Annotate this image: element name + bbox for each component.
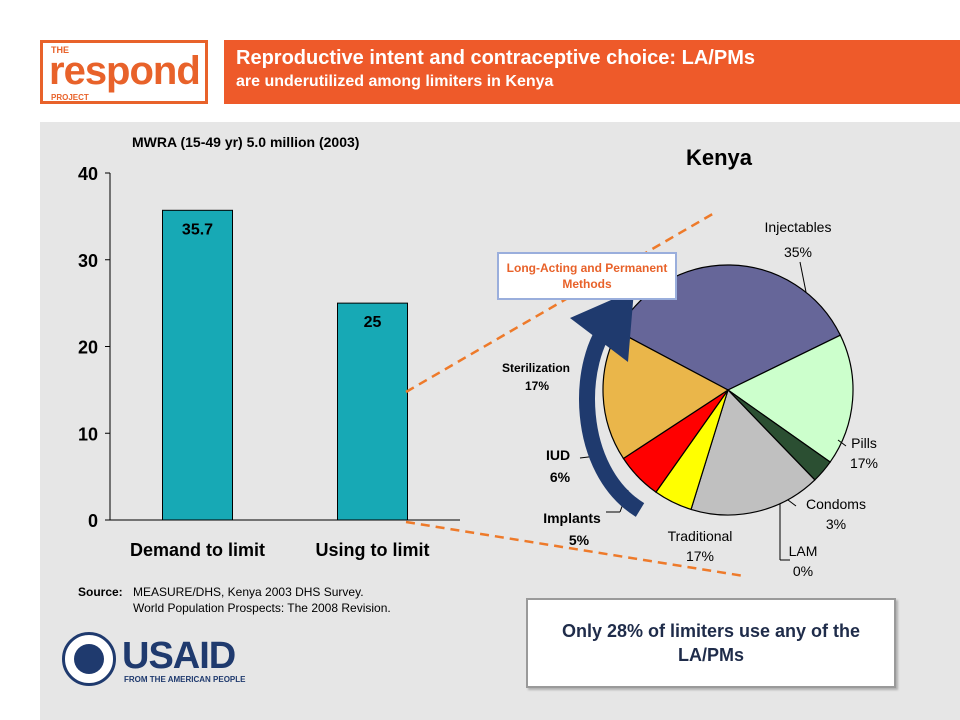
connector-dashed-line — [405, 520, 745, 578]
pie-slice — [726, 334, 854, 463]
pie-slice-pct-label: 0% — [793, 563, 813, 579]
pie-slice-pct-label: 3% — [826, 516, 846, 532]
pie-slice — [690, 388, 816, 516]
logo-word: respond — [49, 49, 201, 93]
bar-value-label: 35.7 — [182, 221, 213, 238]
bar-value-label: 25 — [364, 314, 382, 331]
y-tick-label: 10 — [78, 424, 98, 444]
usaid-seal-icon — [62, 632, 116, 686]
leader-line — [799, 261, 807, 293]
pie-slice-pct-label: 17% — [686, 548, 714, 564]
source-line1: MEASURE/DHS, Kenya 2003 DHS Survey. — [133, 585, 364, 599]
pie-slice-label: Injectables — [765, 219, 832, 235]
pie-slice-pct-label: 35% — [784, 244, 812, 260]
pie-slice-label: Implants — [543, 510, 601, 526]
source-line2: World Population Prospects: The 2008 Rev… — [133, 601, 391, 615]
title-bar: Reproductive intent and contraceptive ch… — [224, 40, 960, 104]
bar-chart: 0 10 20 30 40 35.7 Demand to limit 25 Using to l… — [78, 164, 460, 560]
usaid-wordmark: USAID — [122, 635, 236, 677]
pie-slice-pct-label: 6% — [550, 469, 571, 485]
bar-chart-title: MWRA (15-49 yr) 5.0 million (2003) — [132, 134, 360, 150]
x-category-label: Using to limit — [316, 540, 430, 560]
y-tick-label: 40 — [78, 164, 98, 184]
curved-arrow-head — [570, 290, 634, 362]
source-label: Source: — [78, 585, 123, 599]
usaid-word: USAID — [122, 635, 236, 677]
pie-slice-label: Pills — [851, 435, 877, 451]
y-tick-label: 0 — [88, 511, 98, 531]
slide-title-line2: are underutilized among limiters in Keny… — [236, 73, 554, 90]
logo-the: THE — [51, 45, 69, 55]
bar — [337, 302, 408, 521]
y-tick-label: 30 — [78, 251, 98, 271]
pie-slice-pct-label: 17% — [850, 455, 878, 471]
pie-slice-label: IUD — [546, 447, 570, 463]
x-category-label: Demand to limit — [130, 540, 265, 560]
slide-title-line1: Reproductive intent and contraceptive ch… — [236, 47, 755, 69]
respond-project-logo: THE respond PROJECT — [40, 40, 208, 104]
pie-chart-title: Kenya — [686, 145, 753, 170]
y-tick-label: 20 — [78, 338, 98, 358]
pie-chart: Injectables 35% Pills 17% Condoms 3% LAM 0% Trad… — [502, 219, 878, 579]
callout-box: Only 28% of limiters use any of the LA/P… — [526, 598, 896, 688]
pie-slice-pct-label: 5% — [569, 532, 590, 548]
lapm-label-box: Long-Acting and Permanent Methods — [497, 252, 677, 300]
pie-slice-label: Sterilization — [502, 361, 570, 375]
pie-slice-label: Traditional — [668, 528, 733, 544]
pie-slice-pct-label: 17% — [525, 379, 549, 393]
leader-line — [837, 439, 847, 447]
pie-slice-label: LAM — [789, 543, 818, 559]
usaid-tagline: FROM THE AMERICAN PEOPLE — [124, 675, 246, 684]
bar — [162, 209, 233, 521]
decorations — [405, 210, 745, 578]
logo-project: PROJECT — [51, 93, 89, 102]
leader-line — [787, 499, 797, 507]
pie-slice-label: Condoms — [806, 496, 866, 512]
